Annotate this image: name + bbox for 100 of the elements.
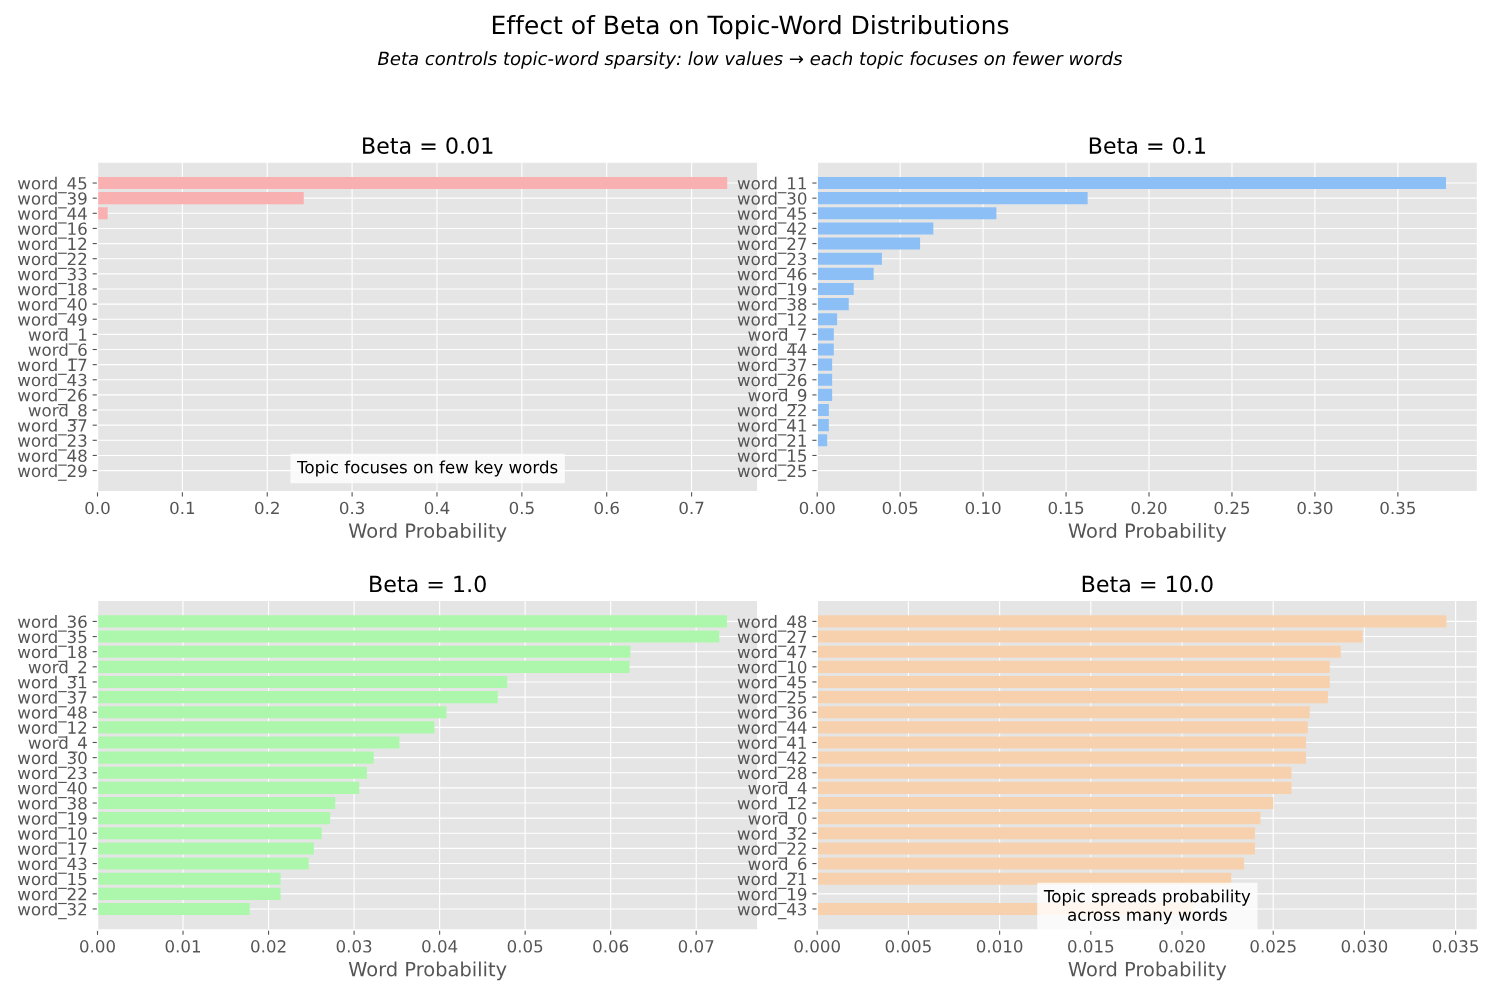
y-tick-label: word_22 [17,887,87,905]
y-tick-label: word_10 [17,826,87,844]
y-tick-label: word_12 [737,312,806,330]
x-axis-title: Word Probability [1068,961,1227,981]
y-tick-label: word_2 [28,660,87,678]
x-tick-label: 0.015 [1068,940,1114,953]
y-tick-label: word_26 [737,373,807,391]
x-tick-label: 0.02 [251,940,286,953]
y-tick-label: word_27 [737,237,807,254]
x-tick-label: 0.0 [85,501,110,515]
x-tick-label: 0.35 [1380,501,1415,515]
text: Effect of Beta on Topic-Word Distributions [492,15,1009,40]
annotation: Topic focuses on few key words [297,460,558,477]
y-tick-label: word_37 [737,358,807,375]
y-tick-label: word_6 [28,343,87,360]
x-tick-label: 0.25 [1214,501,1250,515]
x-tick-label: 0.07 [678,940,714,953]
x-tick-label: 0.30 [1297,501,1333,515]
y-tick-label: word_21 [737,433,806,451]
y-tick-label: word_43 [17,857,87,874]
y-tick-label: word_49 [17,312,87,330]
x-tick-label: 0.00 [799,501,835,515]
chart-title: Beta = 0.01 [363,137,493,154]
x-tick-label: 0.035 [1432,940,1479,953]
y-tick-label: word_16 [17,222,87,239]
x-tick-label: 0.03 [336,940,372,953]
y-tick-label: word_22 [17,252,87,269]
y-tick-label: word_44 [737,343,807,360]
y-tick-label: word_12 [17,721,87,738]
y-tick-label: word_32 [17,902,87,920]
y-tick-label: word_23 [17,433,87,451]
y-tick-label: word_44 [17,206,87,224]
y-tick-label: word_1 [28,328,87,345]
x-axis-title: Word Probability [348,961,507,981]
x-tick-label: 0.030 [1341,940,1388,953]
y-tick-label: word_22 [737,842,806,859]
y-tick-label: word_32 [737,826,806,844]
y-tick-label: word_15 [17,872,87,889]
x-axis-title: Word Probability [1068,523,1227,542]
chart-title: Beta = 0.1 [1089,137,1205,154]
x-tick-label: 0.05 [882,501,918,515]
y-tick-label: word_42 [737,751,806,768]
x-tick-label: 0.05 [507,940,543,953]
chart-title: Beta = 1.0 [370,575,486,593]
x-tick-label: 0.020 [1159,940,1205,953]
y-tick-label: word_48 [17,449,87,466]
y-tick-label: word_48 [737,615,807,632]
y-tick-label: word_42 [737,222,806,239]
annotation: Topic spreads probability across many words [1043,889,1251,925]
y-tick-label: word_27 [737,630,807,647]
x-tick-label: 0.01 [165,940,201,953]
y-tick-label: word_45 [737,206,807,224]
chart-title: Beta = 10.0 [1082,575,1213,593]
y-tick-label: word_28 [737,766,807,784]
x-axis-title: Word Probability [348,523,507,542]
y-tick-label: word_48 [17,705,87,723]
y-tick-label: word_23 [17,766,87,784]
x-tick-label: 0.1 [170,501,195,515]
y-tick-label: word_41 [737,736,806,753]
y-tick-label: word_35 [17,630,87,647]
y-tick-label: word_36 [737,705,807,723]
y-tick-label: word_15 [737,449,807,466]
x-tick-label: 0.06 [593,940,629,953]
x-tick-label: 0.7 [679,501,704,515]
x-tick-label: 0.00 [80,940,115,953]
y-tick-label: word_17 [17,842,87,859]
y-tick-label: word_12 [17,237,87,254]
y-tick-label: word_23 [737,252,807,269]
x-tick-label: 0.10 [965,501,1001,515]
y-tick-label: word_33 [17,267,87,285]
y-tick-label: word_25 [737,464,807,481]
y-tick-label: word_30 [17,751,87,768]
text: Beta controls topic-word sparsity: low values → each topic focuses on fewer words [377,51,1123,69]
y-tick-label: word_4 [28,736,87,753]
x-tick-label: 0.000 [794,940,840,953]
y-tick-label: word_43 [17,373,87,391]
x-tick-label: 0.010 [976,940,1023,953]
x-tick-label: 0.04 [422,940,458,953]
x-tick-label: 0.5 [509,501,534,515]
y-tick-label: word_44 [737,721,807,738]
y-tick-label: word_18 [17,645,87,662]
x-tick-label: 0.15 [1048,501,1084,515]
y-tick-label: word_19 [737,887,807,905]
y-tick-label: word_10 [737,660,807,678]
y-tick-label: word_40 [17,781,87,799]
y-tick-label: word_7 [748,328,807,345]
y-tick-label: word_36 [17,615,87,632]
x-tick-label: 0.2 [255,501,279,515]
x-tick-label: 0.3 [339,501,365,515]
y-tick-label: word_6 [748,857,807,874]
x-tick-label: 0.20 [1131,501,1167,515]
y-tick-label: word_47 [737,645,807,662]
y-tick-label: word_21 [737,872,806,889]
x-tick-label: 0.4 [424,501,450,515]
y-tick-label: word_4 [748,781,807,799]
y-tick-label: word_46 [737,267,807,285]
x-tick-label: 0.6 [594,501,619,515]
y-tick-label: word_29 [17,464,87,481]
y-tick-label: word_17 [17,358,87,375]
x-tick-label: 0.025 [1250,940,1296,953]
